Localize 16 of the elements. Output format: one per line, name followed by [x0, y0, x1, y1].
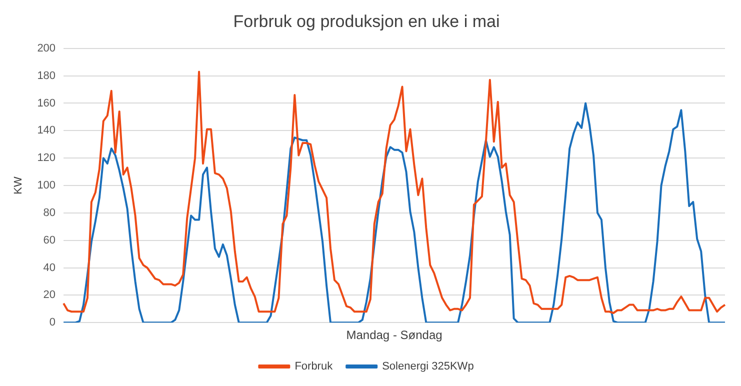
y-tick-label: 120	[37, 152, 56, 164]
y-tick-label: 40	[43, 262, 56, 274]
y-tick-label: 20	[43, 289, 56, 302]
legend-label: Solenergi 325KWp	[382, 360, 474, 373]
y-tick-label: 140	[37, 124, 56, 137]
y-tick-label: 180	[37, 70, 56, 82]
y-tick-label: 60	[43, 234, 56, 246]
chart-title: Forbruk og produksjon en uke i mai	[233, 12, 500, 31]
y-axis-title: KW	[12, 176, 25, 194]
y-tick-label: 80	[43, 206, 56, 219]
y-tick-label: 160	[37, 97, 56, 110]
x-axis-title: Mandag - Søndag	[346, 328, 442, 342]
y-tick-label: 0	[49, 316, 56, 329]
y-tick-label: 100	[37, 180, 56, 192]
legend-label: Forbruk	[294, 360, 334, 373]
y-tick-label: 200	[37, 42, 56, 54]
